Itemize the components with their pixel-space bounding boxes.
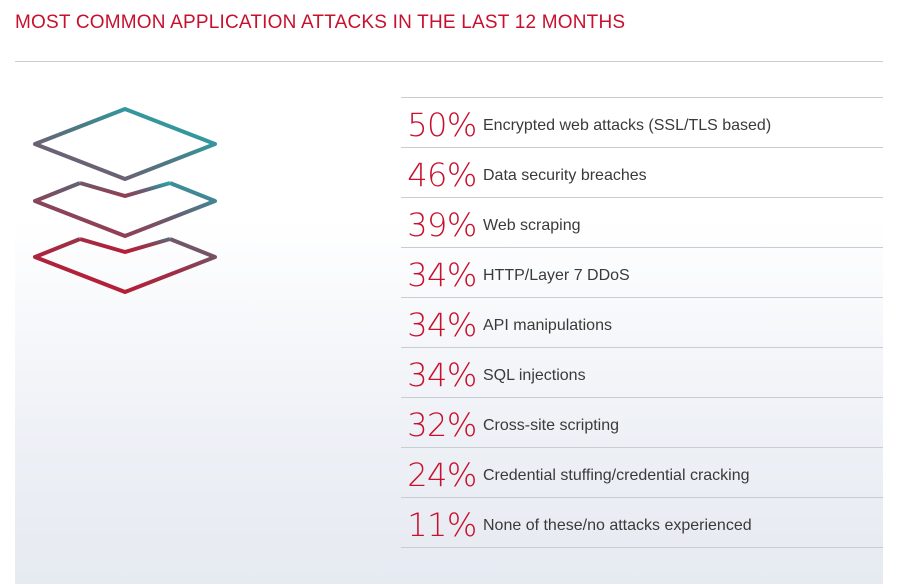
layer-bottom-shape [33, 237, 217, 294]
attack-list: 50% Encrypted web attacks (SSL/TLS based… [401, 97, 883, 548]
layers-icon [33, 107, 217, 294]
attack-label: None of these/no attacks experienced [483, 516, 752, 534]
layer-bottom-top-edge [79, 237, 171, 254]
percent-value: 34% [407, 355, 477, 394]
list-item: 34% SQL injections [401, 348, 883, 398]
attack-label: Encrypted web attacks (SSL/TLS based) [483, 116, 772, 134]
attack-label: Web scraping [483, 216, 581, 234]
percent-value: 39% [407, 205, 477, 244]
percent-value: 24% [407, 455, 477, 494]
list-item: 46% Data security breaches [401, 148, 883, 198]
list-item: 34% HTTP/Layer 7 DDoS [401, 248, 883, 298]
layer-middle-shape [33, 181, 217, 238]
attack-label: SQL injections [483, 366, 586, 384]
percent-value: 34% [407, 255, 477, 294]
percent-value: 46% [407, 155, 477, 194]
attack-label: Cross-site scripting [483, 416, 620, 434]
percent-value: 34% [407, 305, 477, 344]
list-item: 39% Web scraping [401, 198, 883, 248]
page-title: MOST COMMON APPLICATION ATTACKS IN THE L… [15, 12, 626, 33]
list-item: 50% Encrypted web attacks (SSL/TLS based… [401, 98, 883, 148]
percent-value: 11% [407, 505, 477, 544]
title-divider [15, 61, 883, 62]
percent-value: 50% [407, 105, 477, 144]
list-item: 34% API manipulations [401, 298, 883, 348]
layer-top-shape [33, 107, 217, 181]
layer-middle-top-edge [79, 181, 171, 198]
attack-label: Credential stuffing/credential cracking [483, 466, 750, 484]
list-item: 32% Cross-site scripting [401, 398, 883, 448]
list-item: 24% Credential stuffing/credential crack… [401, 448, 883, 498]
attack-label: API manipulations [483, 316, 612, 334]
attack-label: Data security breaches [483, 166, 647, 184]
list-item: 11% None of these/no attacks experienced [401, 498, 883, 548]
attack-label: HTTP/Layer 7 DDoS [483, 266, 630, 284]
percent-value: 32% [407, 405, 477, 444]
